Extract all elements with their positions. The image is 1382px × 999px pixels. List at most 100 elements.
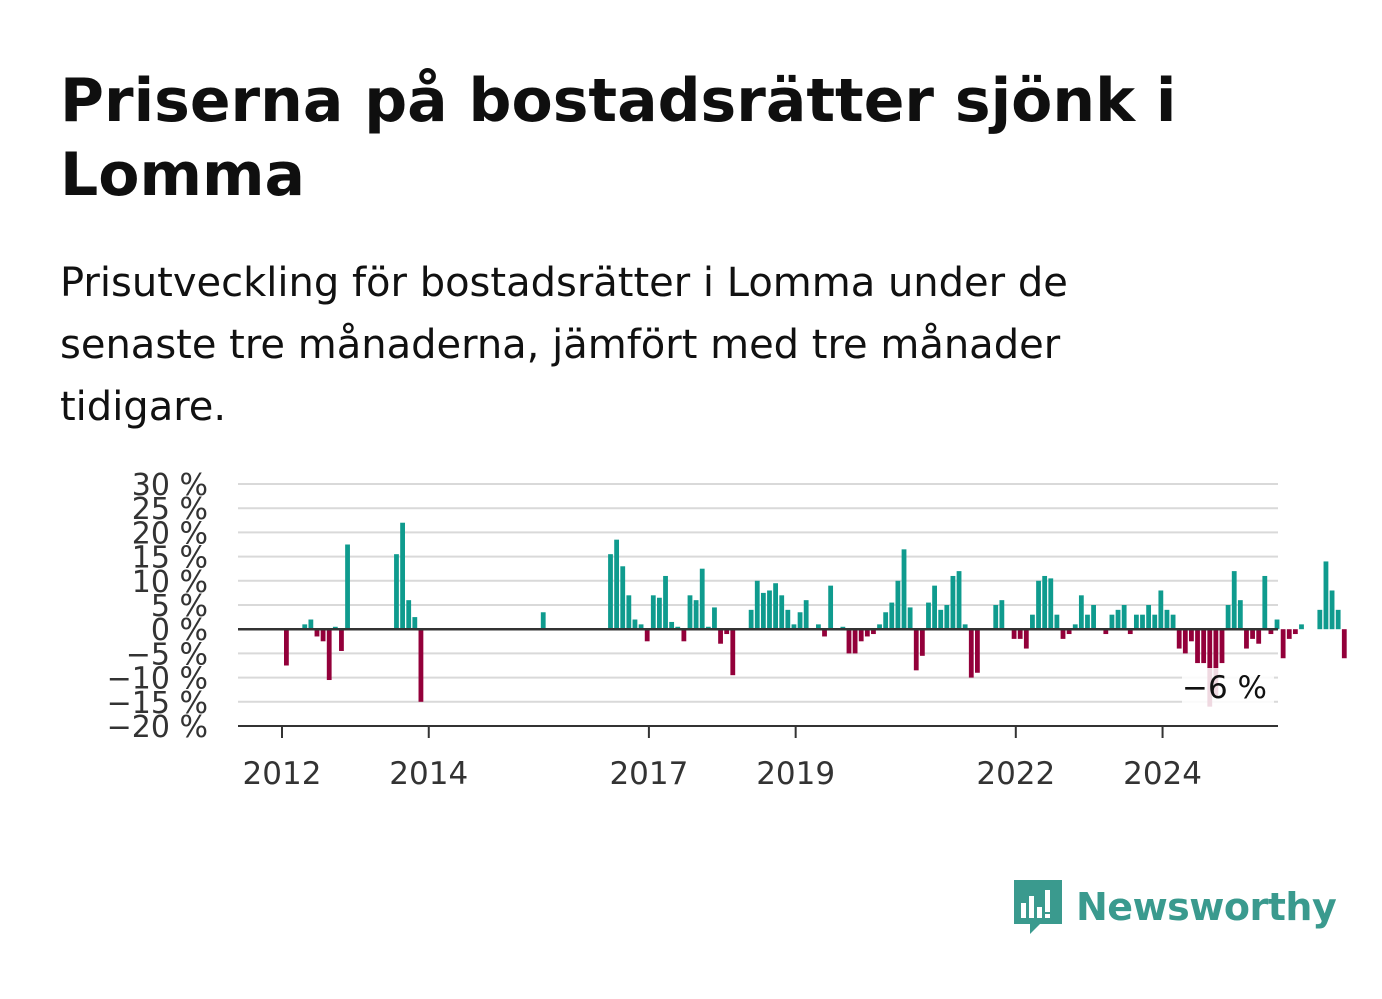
bar [1195,629,1200,664]
bar [1299,624,1304,630]
bar [816,624,821,630]
bar [999,600,1005,630]
bar [284,629,289,666]
bar [901,549,907,630]
bar [1225,605,1231,630]
bar [913,629,919,671]
bar [1085,614,1090,630]
bar [614,539,620,630]
bar [1121,605,1127,630]
y-tick-label: −10 % [107,662,208,697]
brand-logo: Newsworthy [1010,876,1337,938]
bar [767,590,772,630]
bar [1164,609,1170,630]
bar [1109,614,1115,630]
bar [975,629,980,673]
bar [663,575,668,630]
y-tick-label: 30 % [132,468,208,503]
bar [1189,629,1194,642]
bar [718,629,723,644]
bar [822,629,827,637]
bar [1317,609,1323,630]
bar [1133,614,1139,630]
x-tick-label: 2024 [1123,756,1202,792]
bar [1280,629,1286,659]
bar [797,612,803,630]
bar [846,629,852,654]
bar [932,585,937,630]
bar [712,607,717,630]
bar [1036,580,1041,630]
bar [785,609,791,630]
y-tick-label: −20 % [107,710,208,745]
bar [950,575,956,630]
bar [1286,629,1292,639]
bar [730,629,736,676]
bar [308,619,314,630]
bar [1030,614,1035,630]
bar [1091,605,1096,630]
x-tick-label: 2014 [389,756,468,792]
bar [339,629,344,651]
chart-title: Priserna på bostadsrätter sjönk i Lomma [60,66,1177,210]
bar [852,629,858,654]
bar-chart: 30 %25 %20 %15 %10 %5 %0 %−5 %−10 %−15 %… [107,468,1347,792]
y-axis-ticks: 30 %25 %20 %15 %10 %5 %0 %−5 %−10 %−15 %… [107,468,208,745]
y-tick-label: −5 % [126,637,208,672]
bar [1201,629,1207,664]
bar [314,629,320,637]
bar [1127,629,1133,635]
x-axis-ticks: 2012 2014 2017 2019 2022 2024 [243,726,1202,792]
bar [907,607,913,630]
newsworthy-logo-icon [1014,880,1062,934]
bar [412,617,418,630]
bar [1250,629,1255,639]
bars [284,522,1347,707]
bar [828,585,834,630]
bar [1329,590,1335,630]
annotation-background [1182,668,1274,708]
bar [650,595,656,630]
bar [1268,629,1274,635]
bar [864,629,870,637]
bar [345,544,350,630]
bar [1011,629,1017,639]
bar [1182,629,1188,654]
bar [1244,629,1249,649]
bar [1017,629,1023,639]
y-tick-label: 15 % [132,541,208,576]
bar [657,597,662,630]
y-tick-label: 20 % [132,516,208,551]
bar [1341,629,1347,659]
bar [687,595,693,630]
bar [791,624,797,630]
bar [1023,629,1029,649]
bar [1231,571,1237,630]
annotation-label: −6 % [1182,670,1267,706]
bar [724,629,730,635]
bar [302,624,308,630]
bar [320,629,326,642]
brand-name: Newsworthy [1076,885,1337,929]
bar [1170,614,1176,630]
bar [1292,629,1298,635]
bar [962,624,968,630]
bar [699,568,705,630]
bar [1158,590,1164,630]
y-tick-label: 10 % [132,565,208,600]
bar [1054,614,1060,630]
bar [400,522,405,630]
bar [858,629,864,642]
bar [1335,609,1341,630]
bar [1103,629,1109,635]
y-tick-label: −15 % [107,686,208,721]
bar [1048,578,1054,630]
y-tick-label: 25 % [132,492,208,527]
bar [1140,614,1145,630]
bar [871,629,876,635]
y-tick-label: 0 % [151,613,208,648]
bar [1213,629,1219,697]
bar [1042,575,1048,630]
bar [608,554,613,630]
bar [394,554,399,630]
